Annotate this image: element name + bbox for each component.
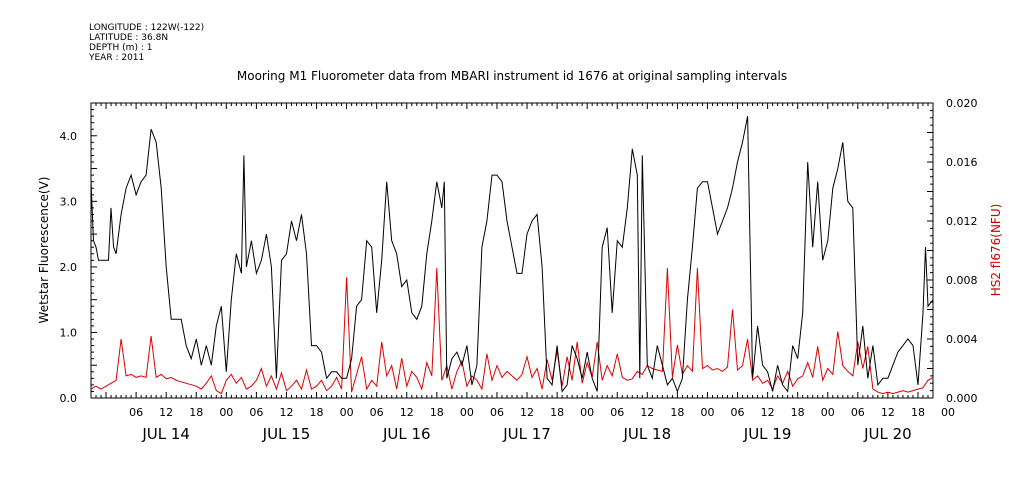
x-hour-tick-label: 00 [821,406,835,419]
x-day-label: JUL 18 [623,425,672,443]
series-line-wetstar [90,116,934,393]
x-hour-tick-label: 18 [310,406,324,419]
x-hour-tick-label: 12 [640,406,654,419]
x-hour-tick-label: 00 [340,406,354,419]
x-hour-tick-label: 00 [219,406,233,419]
x-day-label: JUL 15 [262,425,311,443]
x-hour-tick-label: 00 [460,406,474,419]
x-hour-tick-label: 18 [670,406,684,419]
x-hour-tick-label: 06 [731,406,745,419]
right-y-tick-label: 0.004 [946,333,978,346]
metadata-depth: DEPTH (m) : 1 [89,43,152,53]
x-hour-tick-label: 18 [911,406,925,419]
left-y-tick-label: 4.0 [60,130,78,143]
plot-frame [90,102,934,399]
left-axis-title: Wetstar Fluorescence(V) [37,177,51,324]
x-hour-tick-label: 06 [370,406,384,419]
left-y-tick-label: 3.0 [60,195,78,208]
x-hour-tick-label: 00 [941,406,955,419]
metadata-latitude: LATITUDE : 36.8N [89,33,168,43]
x-axis: 06 12 18 00 06 12 18 00 06 12 18 00 06 12 18 00 06 12 18 00… [90,103,955,443]
x-hour-tick-label: 12 [520,406,534,419]
chart-title: Mooring M1 Fluorometer data from MBARI i… [237,69,787,83]
x-hour-tick-label: 00 [700,406,714,419]
series-layer [90,116,934,395]
x-hour-tick-label: 06 [249,406,263,419]
x-hour-tick-label: 06 [610,406,624,419]
x-hour-tick-label: 12 [279,406,293,419]
right-y-axis: 0.000 0.004 0.008 0.012 0.016 0.020 [927,97,978,405]
x-day-label: JUL 19 [743,425,792,443]
right-axis-title: HS2 fl676(NFU) [989,204,1003,297]
x-day-label: JUL 16 [382,425,431,443]
x-day-label: JUL 20 [863,425,912,443]
right-y-tick-label: 0.012 [946,215,978,228]
left-y-axis: 0.0 1.0 2.0 3.0 4.0 [60,102,97,405]
metadata-year: YEAR : 2011 [88,53,144,63]
left-y-tick-label: 2.0 [60,261,78,274]
x-hour-tick-label: 18 [430,406,444,419]
x-hour-tick-label: 12 [159,406,173,419]
right-y-tick-label: 0.020 [946,97,978,110]
x-day-label: JUL 17 [502,425,551,443]
x-hour-tick-label: 12 [881,406,895,419]
left-y-tick-label: 1.0 [60,326,78,339]
x-hour-tick-label: 18 [189,406,203,419]
x-hour-tick-label: 00 [580,406,594,419]
right-y-tick-label: 0.008 [946,274,978,287]
metadata-block: LONGITUDE : 122W(-122) LATITUDE : 36.8N … [88,23,204,63]
right-y-tick-label: 0.016 [946,156,978,169]
left-y-tick-label: 0.0 [60,392,78,405]
x-hour-tick-label: 06 [129,406,143,419]
x-day-label: JUL 14 [141,425,190,443]
right-y-tick-label: 0.000 [946,392,978,405]
metadata-longitude: LONGITUDE : 122W(-122) [89,23,204,33]
x-hour-tick-label: 12 [761,406,775,419]
x-hour-tick-label: 06 [490,406,504,419]
x-hour-tick-label: 18 [791,406,805,419]
x-hour-tick-label: 06 [851,406,865,419]
x-hour-tick-label: 18 [550,406,564,419]
series-line-hs2-fl676 [90,268,934,395]
x-hour-tick-label: 12 [400,406,414,419]
